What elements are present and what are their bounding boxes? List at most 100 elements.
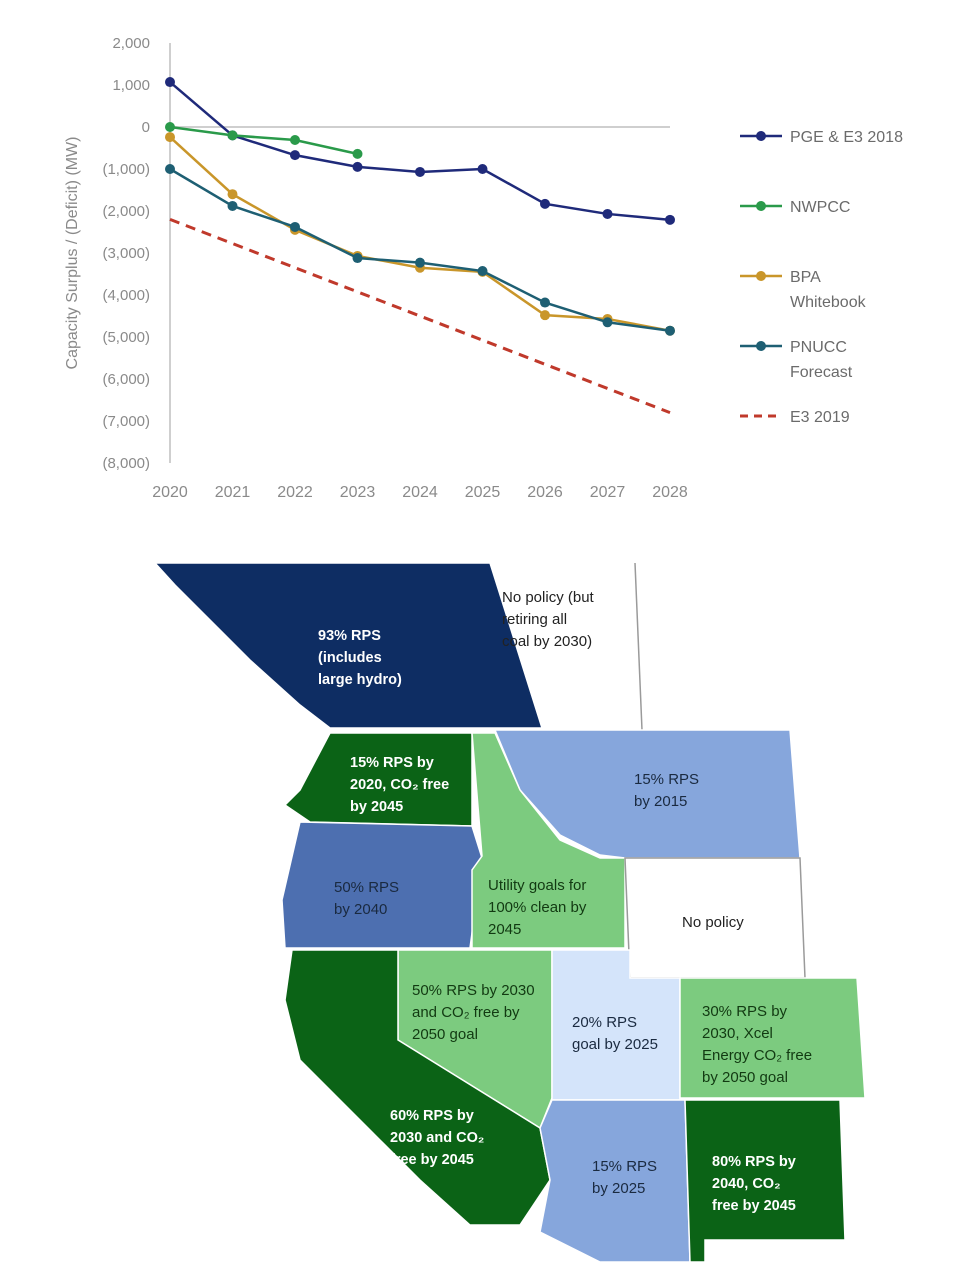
data-point [227,189,238,200]
x-tick-label: 2023 [340,484,376,501]
region-label-california: 60% RPS by [390,1108,474,1124]
region-label-idaho: 2045 [488,921,521,938]
x-tick-label: 2022 [277,484,313,501]
data-point [415,166,425,177]
region-label-utah: 20% RPS [572,1014,637,1031]
region-label-british-columbia: (includes [318,650,382,666]
region-label-arizona: 15% RPS [592,1158,657,1175]
region-idaho [471,732,626,949]
data-point [165,77,175,88]
series-line [169,81,671,222]
legend-label: E3 2019 [790,409,850,426]
legend-label: PNUCC [790,339,847,356]
region-new-mexico [684,1099,846,1263]
legend-label: NWPCC [790,199,850,216]
series-line [169,218,671,414]
legend-label: PGE & E3 2018 [790,129,903,146]
y-tick-label: (1,000) [102,161,150,178]
legend-marker [756,201,766,211]
data-point [540,310,550,321]
region-label-alberta: retiring all [502,611,567,628]
data-point [352,253,363,264]
data-point [290,135,300,146]
data-point [477,266,488,277]
data-point [352,148,363,159]
y-tick-label: (2,000) [102,203,150,220]
legend-marker [756,341,766,351]
region-label-washington: 15% RPS by [350,755,434,771]
x-tick-label: 2026 [527,484,563,501]
region-label-nevada: and CO₂ free by [412,1004,520,1021]
region-label-montana: 15% RPS [634,771,699,788]
legend-label: Forecast [790,364,853,381]
y-tick-label: 2,000 [112,35,150,52]
region-label-nevada: 50% RPS by 2030 [412,982,535,999]
region-montana [493,729,801,859]
region-label-montana: by 2015 [634,793,687,810]
region-utah [551,949,681,1101]
region-label-california: 2030 and CO₂ [390,1130,484,1146]
series-line [169,125,358,156]
x-tick-label: 2024 [402,484,438,501]
series-line [169,136,671,332]
region-label-idaho: Utility goals for [488,877,586,894]
region-label-wyoming: No policy [682,914,744,931]
data-point [165,164,175,174]
x-tick-label: 2028 [652,484,688,501]
region-label-alberta: coal by 2030) [502,633,592,650]
y-tick-label: (7,000) [102,413,150,430]
region-wyoming [624,857,806,979]
data-point [290,150,300,161]
data-point [602,208,613,219]
province-border-line [634,562,643,731]
data-point [665,325,675,336]
data-point [665,214,675,225]
region-label-colorado: 2030, Xcel [702,1025,773,1042]
legend-marker [756,131,766,141]
region-label-washington: by 2045 [350,799,403,815]
region-label-british-columbia: large hydro) [318,672,402,688]
series-line [169,167,671,332]
y-tick-label: (4,000) [102,287,150,304]
region-california [284,949,551,1226]
region-label-arizona: by 2025 [592,1180,645,1197]
capacity-line-chart: Capacity Surplus / (Deficit) (MW) 2,000 1… [64,35,903,501]
region-label-colorado: by 2050 goal [702,1069,788,1086]
x-tick-label: 2021 [215,484,251,501]
x-tick-label: 2025 [465,484,501,501]
region-label-new-mexico: free by 2045 [712,1198,796,1214]
data-point [540,198,550,209]
region-arizona [539,1099,691,1263]
region-label-british-columbia: 93% RPS [318,628,381,644]
data-point [477,164,488,174]
legend-label: BPA [790,269,821,286]
y-axis-label: Capacity Surplus / (Deficit) (MW) [64,137,81,370]
region-label-idaho: 100% clean by [488,899,587,916]
region-nevada [397,949,553,1130]
region-label-washington: 2020, CO₂ free [350,777,449,793]
y-tick-label: (6,000) [102,371,150,388]
region-label-colorado: 30% RPS by [702,1003,788,1020]
region-label-oregon: 50% RPS [334,879,399,896]
data-point [602,317,613,328]
data-point [165,132,175,143]
y-tick-label: (8,000) [102,455,150,472]
x-tick-label: 2020 [152,484,188,501]
y-tick-label: 1,000 [112,77,150,94]
region-label-nevada: 2050 goal [412,1026,478,1043]
y-tick-label: (5,000) [102,329,150,346]
region-british-columbia [153,562,544,729]
region-label-colorado: Energy CO₂ free [702,1047,812,1064]
data-point [165,122,175,132]
region-oregon [281,821,483,949]
y-tick-label: (3,000) [102,245,150,262]
region-label-new-mexico: 2040, CO₂ [712,1176,781,1192]
x-tick-label: 2027 [590,484,626,501]
data-point [415,257,425,268]
region-label-oregon: by 2040 [334,901,387,918]
region-label-utah: goal by 2025 [572,1036,658,1053]
data-point [227,130,238,141]
data-point [290,221,300,232]
region-washington [283,732,473,827]
legend-label: Whitebook [790,294,867,311]
